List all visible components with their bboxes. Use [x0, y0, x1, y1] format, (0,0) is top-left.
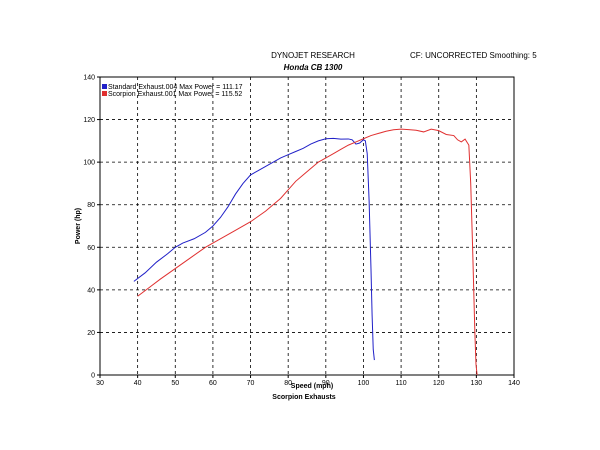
x-tick-label: 70 [247, 380, 255, 387]
legend-entry-scorpion: Scorpion Exhaust.001 Max Power = 115.52 [108, 91, 242, 98]
x-axis-ticks: 30 40 50 60 70 80 90 100 110 120 130 140 [96, 375, 520, 387]
y-tick-label: 80 [87, 202, 95, 209]
x-tick-label: 100 [358, 380, 370, 387]
y-axis-ticks: 0 20 40 60 80 100 120 140 [83, 75, 100, 380]
legend: Standard Exhaust.004 Max Power = 111.17 … [102, 84, 243, 98]
x-tick-label: 130 [471, 380, 483, 387]
plot-area [99, 76, 515, 376]
y-tick-label: 100 [83, 160, 95, 167]
grid-lines [100, 77, 514, 375]
x-axis-label: Speed (mph) [291, 383, 333, 390]
y-tick-label: 60 [87, 245, 95, 252]
y-tick-label: 0 [91, 373, 95, 380]
y-tick-label: 140 [83, 75, 95, 82]
legend-swatch-scorpion [102, 91, 107, 96]
series-group [133, 128, 478, 376]
x-tick-label: 80 [284, 380, 292, 387]
x-tick-label: 50 [171, 380, 179, 387]
x-tick-label: 140 [508, 380, 520, 387]
y-tick-label: 120 [83, 117, 95, 124]
y-axis-label: Power (hp) [75, 208, 82, 244]
x-tick-label: 90 [322, 380, 330, 387]
chart-subtitle: Honda CB 1300 [283, 63, 343, 72]
correction-factor-note: CF: UNCORRECTED Smoothing: 5 [410, 51, 537, 60]
x-tick-label: 120 [433, 380, 445, 387]
chart-footer: Scorpion Exhausts [272, 394, 336, 401]
x-tick-label: 110 [396, 380, 407, 387]
series-line-standard-exhaust [133, 137, 375, 361]
x-tick-label: 40 [134, 380, 142, 387]
x-tick-label: 60 [209, 380, 217, 387]
series-line-scorpion-exhaust [137, 128, 478, 376]
y-tick-label: 20 [87, 330, 95, 337]
legend-swatch-standard [102, 84, 107, 89]
y-tick-label: 40 [87, 287, 95, 294]
chart-title: DYNOJET RESEARCH [271, 51, 355, 60]
x-tick-label: 30 [96, 380, 104, 387]
legend-entry-standard: Standard Exhaust.004 Max Power = 111.17 [108, 84, 243, 91]
